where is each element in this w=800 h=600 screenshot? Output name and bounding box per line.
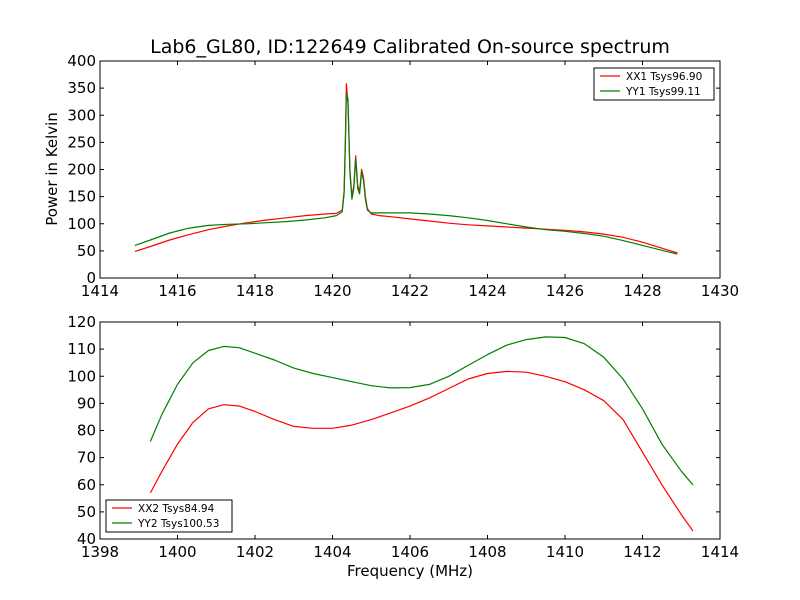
bottom-plot-lines xyxy=(149,336,694,532)
y-tick-label: 250 xyxy=(67,133,96,151)
x-tick-label: 1412 xyxy=(623,543,661,561)
x-tick-label: 1414 xyxy=(81,282,119,300)
bottom-plot-legend: XX2 Tsys84.94 YY2 Tsys100.53 xyxy=(105,499,233,533)
top-y-axis-label: Power in Kelvin xyxy=(43,112,61,226)
x-tick-label: 1402 xyxy=(236,543,274,561)
top-plot-ticks: 1414 1416 1418 1420 1422 1424 1426 1428 1430 0 50 1… xyxy=(67,52,739,300)
y-tick-label: 40 xyxy=(77,530,96,548)
top-legend-box xyxy=(593,67,715,101)
x-tick-label: 1406 xyxy=(391,543,429,561)
y-tick-label: 70 xyxy=(77,449,96,467)
y-tick-label: 100 xyxy=(67,215,96,233)
x-tick-label: 1428 xyxy=(623,282,661,300)
y-tick-label: 50 xyxy=(77,503,96,521)
y-tick-label: 110 xyxy=(67,340,96,358)
x-tick-label: 1424 xyxy=(468,282,506,300)
x-tick-label: 1426 xyxy=(546,282,584,300)
bottom-legend-box xyxy=(105,499,233,533)
x-tick-label: 1422 xyxy=(391,282,429,300)
top-plot-lines xyxy=(134,83,678,255)
x-tick-label: 1420 xyxy=(313,282,351,300)
y-tick-label: 300 xyxy=(67,106,96,124)
x-tick-label: 1418 xyxy=(236,282,274,300)
legend-label-xx1: XX1 Tsys96.90 xyxy=(626,71,702,83)
x-tick-label: 1404 xyxy=(313,543,351,561)
series-line-0-1 xyxy=(134,92,678,255)
bottom-plot-ticks: 1398 1400 1402 1404 1406 1408 1410 1412 1414 40 50… xyxy=(67,313,739,561)
x-tick-label: 1398 xyxy=(81,543,119,561)
bottom-spectrum-plot: 1398 1400 1402 1404 1406 1408 1410 1412 1414 40 50… xyxy=(67,313,739,580)
y-tick-label: 200 xyxy=(67,161,96,179)
x-tick-label: 1416 xyxy=(158,282,196,300)
y-tick-label: 0 xyxy=(86,269,96,287)
legend-label-yy2: YY2 Tsys100.53 xyxy=(137,518,219,530)
legend-label-xx2: XX2 Tsys84.94 xyxy=(138,503,215,515)
x-tick-label: 1430 xyxy=(701,282,739,300)
x-tick-label: 1414 xyxy=(701,543,739,561)
y-tick-label: 100 xyxy=(67,367,96,385)
x-tick-label: 1408 xyxy=(468,543,506,561)
chart-title: Lab6_GL80, ID:122649 Calibrated On-sourc… xyxy=(150,36,670,58)
y-tick-label: 60 xyxy=(77,476,96,494)
top-spectrum-plot: 1414 1416 1418 1420 1422 1424 1426 1428 1430 0 50 1… xyxy=(43,52,739,300)
x-tick-label: 1410 xyxy=(546,543,584,561)
top-plot-legend: XX1 Tsys96.90 YY1 Tsys99.11 xyxy=(593,67,715,101)
series-line-1-1 xyxy=(149,336,694,486)
y-tick-label: 400 xyxy=(67,52,96,70)
y-tick-label: 120 xyxy=(67,313,96,331)
legend-label-yy1: YY1 Tsys99.11 xyxy=(625,86,701,98)
y-tick-label: 50 xyxy=(77,242,96,260)
y-tick-label: 90 xyxy=(77,394,96,412)
y-tick-label: 350 xyxy=(67,79,96,97)
bottom-x-axis-label: Frequency (MHz) xyxy=(347,562,473,580)
y-tick-label: 150 xyxy=(67,188,96,206)
series-line-1-0 xyxy=(149,370,694,532)
x-tick-label: 1400 xyxy=(158,543,196,561)
y-tick-label: 80 xyxy=(77,422,96,440)
